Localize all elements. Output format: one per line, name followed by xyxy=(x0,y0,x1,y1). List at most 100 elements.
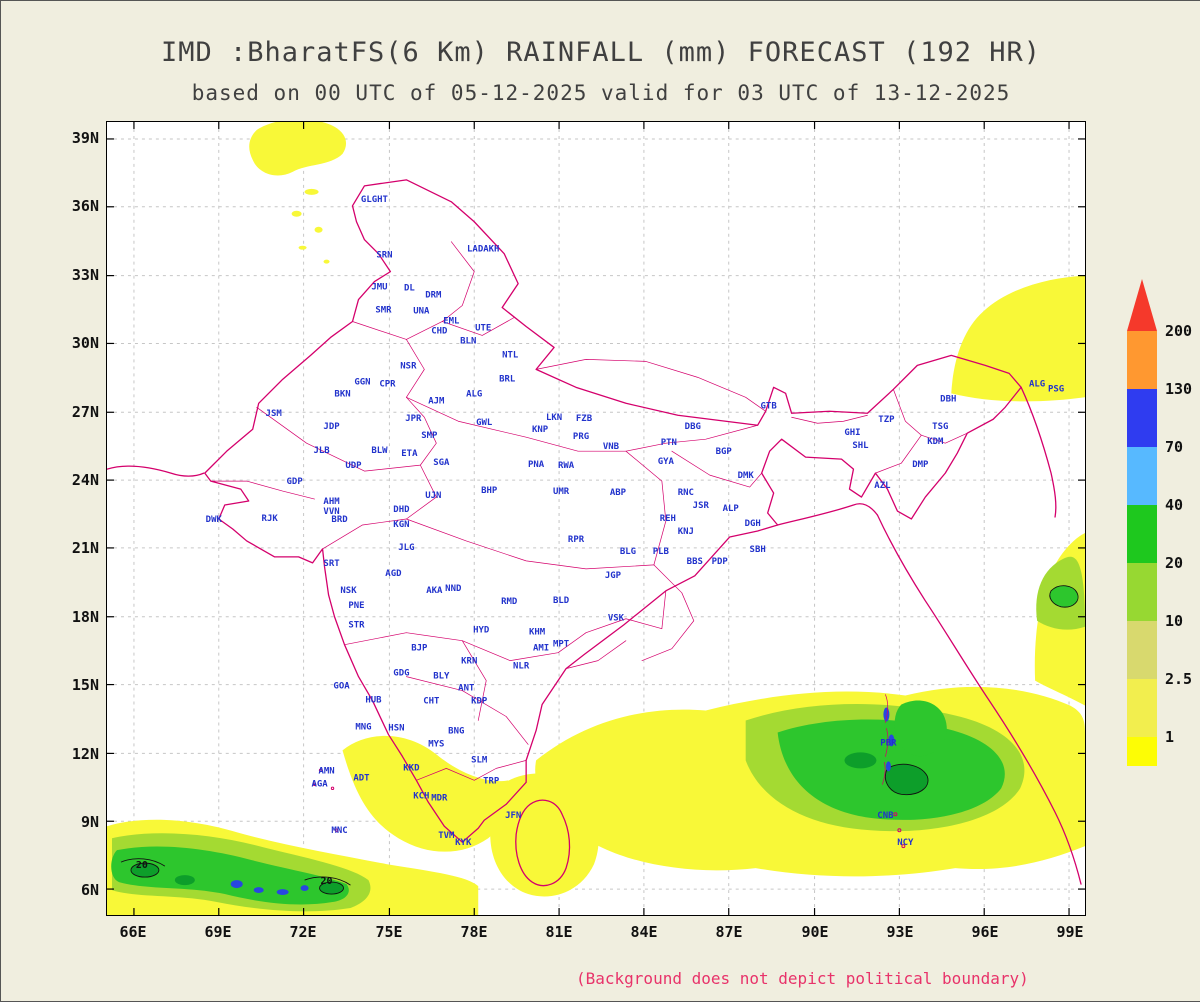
place-label: BGP xyxy=(716,447,733,457)
place-label: ETA xyxy=(401,449,418,459)
place-label: DRM xyxy=(425,291,442,301)
place-label: GLGHT xyxy=(361,195,388,205)
place-label: VNB xyxy=(603,442,620,452)
political-boundary-layer xyxy=(107,179,1082,887)
lat-tick-label: 36N xyxy=(71,197,99,215)
place-label: UJN xyxy=(425,491,441,501)
place-label: SLM xyxy=(471,755,488,765)
rain-speck xyxy=(314,226,323,233)
figure-subtitle: based on 00 UTC of 05-12-2025 valid for … xyxy=(191,81,1011,105)
place-label: PDP xyxy=(712,557,729,567)
place-label: RWA xyxy=(558,461,575,471)
place-label: BLG xyxy=(620,547,636,557)
place-label: JSM xyxy=(266,409,283,419)
rain-blue-speck xyxy=(888,734,895,747)
place-label: HYD xyxy=(473,626,489,636)
place-label: NSR xyxy=(400,361,417,371)
place-label: AMI xyxy=(533,644,549,654)
place-label: SGA xyxy=(433,458,450,468)
rain-speck xyxy=(291,210,302,217)
place-label: DBG xyxy=(685,422,701,432)
place-label: JGP xyxy=(605,571,622,581)
place-label: KKD xyxy=(403,763,419,773)
place-label: MYS xyxy=(428,739,444,749)
place-label: JSR xyxy=(693,501,710,511)
myanmar-north-boundary xyxy=(1020,386,1057,518)
lat-tick-label: 15N xyxy=(71,676,99,694)
lon-tick-label: 69E xyxy=(204,923,232,941)
place-label: BNG xyxy=(448,726,464,736)
place-label: CHT xyxy=(423,697,439,707)
rain-blue-speck xyxy=(230,880,243,889)
place-label: MPT xyxy=(553,640,569,650)
place-label: CPR xyxy=(379,379,396,389)
place-label: AZL xyxy=(874,481,891,491)
place-label: TSG xyxy=(932,422,948,432)
place-label: GYA xyxy=(658,457,675,467)
place-label: JLB xyxy=(313,446,330,456)
legend-value-label: 130 xyxy=(1165,380,1193,398)
contour-line xyxy=(304,876,351,886)
rain-heavy-spot xyxy=(130,862,160,878)
bangladesh-coast xyxy=(776,503,879,526)
lat-tick-label: 24N xyxy=(71,471,99,489)
grid-layer xyxy=(107,122,1085,915)
place-label: PRG xyxy=(573,432,589,442)
rain-blue-speck xyxy=(885,761,891,772)
place-label: SRN xyxy=(376,251,392,261)
contour-value-label: 20 xyxy=(321,876,333,887)
legend-segment xyxy=(1127,621,1157,679)
place-label: JDP xyxy=(323,422,340,432)
place-label: GDP xyxy=(287,477,304,487)
place-label: KDP xyxy=(471,697,488,707)
place-label: KGN xyxy=(393,520,409,530)
disclaimer-caption: (Background does not depict political bo… xyxy=(576,969,1029,988)
lon-tick-label: 99E xyxy=(1056,923,1084,941)
place-label: SMR xyxy=(375,306,392,316)
place-label: NTL xyxy=(502,350,519,360)
myanmar-coast xyxy=(876,514,1082,885)
pakistan-coast xyxy=(107,465,205,477)
place-label: DHD xyxy=(393,505,409,515)
place-label: SRT xyxy=(323,559,339,569)
india-outline xyxy=(204,179,1022,843)
rain-patch-peninsula-tip xyxy=(342,735,511,852)
place-label: CHD xyxy=(431,326,447,336)
legend-value-label: 20 xyxy=(1165,554,1184,572)
lat-tick-label: 30N xyxy=(71,334,99,352)
lon-tick-label: 90E xyxy=(801,923,829,941)
legend-segment xyxy=(1127,505,1157,563)
lat-tick-label: 9N xyxy=(80,813,99,831)
place-label: RPR xyxy=(568,535,585,545)
place-label: DWK xyxy=(206,515,223,525)
place-label: UNA xyxy=(413,307,430,317)
place-label: GGN xyxy=(354,377,370,387)
place-label: SBH xyxy=(750,545,766,555)
rain-heavy-spot-outlined xyxy=(1049,585,1079,608)
place-label: STR xyxy=(348,621,365,631)
lat-tick-label: 21N xyxy=(71,539,99,557)
place-label: REH xyxy=(660,514,676,524)
place-label: AGA xyxy=(311,779,328,789)
lat-tick-label: 33N xyxy=(71,266,99,284)
sri-lanka-outline xyxy=(515,799,571,887)
rain-patch-sw-green xyxy=(111,846,349,905)
place-label: AKA xyxy=(426,586,443,596)
place-label: GHI xyxy=(844,428,860,438)
place-label: BBS xyxy=(687,557,703,567)
lat-tick-label: 39N xyxy=(71,129,99,147)
place-label: LADAKH xyxy=(467,245,499,255)
place-label: PNA xyxy=(528,460,545,470)
place-label: BRL xyxy=(499,374,516,384)
place-label: ALG xyxy=(1029,379,1045,389)
legend-segment xyxy=(1127,447,1157,505)
contour-line xyxy=(120,858,166,867)
legend-value-label: 200 xyxy=(1165,322,1193,340)
place-label: LKN xyxy=(546,413,562,423)
place-label: SMP xyxy=(421,431,438,441)
rain-heavy-spot xyxy=(174,875,195,886)
legend-segment xyxy=(1127,563,1157,621)
place-label: AHM xyxy=(323,497,340,507)
place-label: GDG xyxy=(393,669,409,679)
